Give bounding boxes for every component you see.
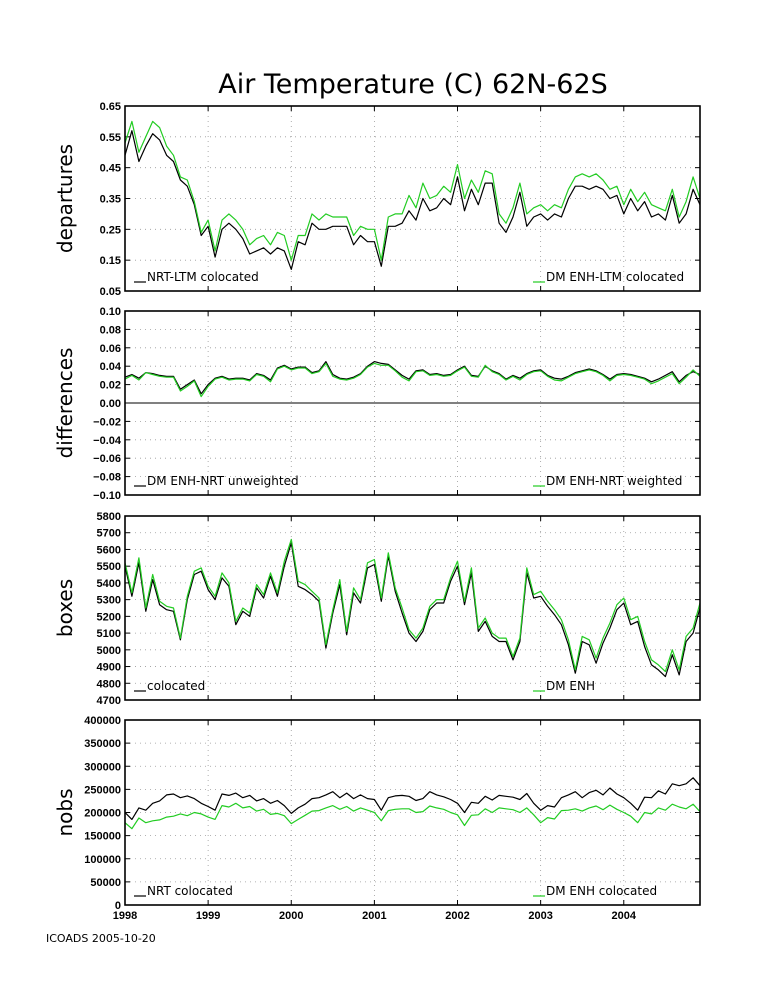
- legend-label: DM ENH-LTM colocated: [546, 270, 684, 284]
- x-tick-label: 2002: [445, 910, 469, 922]
- y-tick-label: 5600: [97, 544, 121, 556]
- panel-frame: [124, 310, 701, 496]
- panel-nobs: 400000 350000 300000 250000 200000 150000 1000…: [53, 715, 701, 922]
- y-tick-label: 400000: [84, 715, 121, 727]
- y-tick-label: 350000: [84, 738, 121, 750]
- y-tick-label: 0.55: [100, 132, 121, 144]
- x-tick-label: 2004: [612, 910, 637, 922]
- y-tick-label: 0: [115, 900, 121, 912]
- y-tick-label: 4700: [97, 695, 121, 707]
- panels: 0.65 0.55 0.45 0.35 0.25 0.15 0.05 NRT-LTM colo…: [53, 101, 701, 922]
- series-line-a: [124, 542, 701, 678]
- series-line-b: [124, 802, 701, 830]
- legend-label: DM ENH colocated: [546, 884, 657, 898]
- footer-label: ICOADS 2005-10-20: [46, 932, 156, 945]
- y-tick-label: 0.65: [100, 101, 121, 113]
- y-axis-label: nobs: [53, 788, 77, 836]
- x-tick-label: 1998: [113, 910, 137, 922]
- series-line-a: [124, 130, 701, 270]
- y-tick-label: −0.02: [93, 416, 121, 428]
- y-tick-label: 5800: [97, 511, 121, 523]
- y-tick-label: 0.08: [100, 324, 121, 336]
- legend-label: DM ENH-NRT weighted: [546, 474, 682, 488]
- chart-title: Air Temperature (C) 62N-62S: [218, 69, 608, 100]
- y-tick-label: 5200: [97, 611, 121, 623]
- series-line-a: [124, 361, 701, 395]
- series-line-b: [124, 538, 701, 673]
- y-tick-label: 5300: [97, 595, 121, 607]
- x-tick-label: 2003: [528, 910, 552, 922]
- y-tick-label: 0.10: [100, 306, 121, 318]
- legend-label: NRT colocated: [147, 884, 233, 898]
- series-line-b: [124, 120, 701, 261]
- legend-label: colocated: [147, 679, 205, 693]
- y-tick-label: 50000: [90, 877, 121, 889]
- x-tick-label: 1999: [196, 910, 220, 922]
- panel-departures: 0.65 0.55 0.45 0.35 0.25 0.15 0.05 NRT-LTM colo…: [53, 101, 701, 298]
- y-tick-label: 5700: [97, 528, 121, 540]
- y-tick-label: 200000: [84, 808, 121, 820]
- y-tick-label: 0.25: [100, 224, 121, 236]
- panel-frame: [124, 719, 701, 906]
- panel-frame: [124, 105, 701, 292]
- x-tick-label: 2001: [362, 910, 386, 922]
- y-tick-label: 5400: [97, 578, 121, 590]
- y-tick-label: 4800: [97, 678, 121, 690]
- y-tick-label: 0.15: [100, 255, 121, 267]
- y-tick-label: 0.00: [100, 398, 121, 410]
- y-tick-label: 250000: [84, 784, 121, 796]
- legend-label: DM ENH: [546, 679, 595, 693]
- y-tick-label: 0.06: [100, 343, 121, 355]
- y-axis-label: differences: [53, 348, 77, 459]
- series-line-b: [124, 362, 701, 398]
- x-tick-label: 2000: [279, 910, 303, 922]
- y-tick-label: −0.04: [93, 435, 122, 447]
- y-tick-label: 0.02: [100, 380, 121, 392]
- panel-boxes: 5800 5700 5600 5500 5400 5300 5200 5100 5000 4900…: [53, 511, 701, 707]
- panel-frame: [124, 515, 701, 701]
- legend-label: NRT-LTM colocated: [147, 270, 259, 284]
- y-tick-label: 5500: [97, 561, 121, 573]
- y-tick-label: 300000: [84, 761, 121, 773]
- y-tick-label: −0.06: [93, 453, 121, 465]
- y-tick-label: 0.04: [100, 361, 122, 373]
- series-line-a: [124, 777, 701, 821]
- y-tick-label: 100000: [84, 854, 121, 866]
- y-tick-label: 5000: [97, 645, 121, 657]
- y-axis-label: boxes: [53, 579, 77, 637]
- y-tick-label: 0.45: [100, 163, 121, 175]
- y-tick-label: 5100: [97, 628, 121, 640]
- y-axis-label: departures: [53, 144, 77, 253]
- y-tick-label: −0.08: [93, 472, 121, 484]
- y-tick-label: 150000: [84, 831, 121, 843]
- y-tick-label: 0.05: [100, 286, 121, 298]
- y-tick-label: 4900: [97, 662, 121, 674]
- y-tick-label: 0.35: [100, 194, 121, 206]
- legend-label: DM ENH-NRT unweighted: [147, 474, 299, 488]
- panel-differences: 0.10 0.08 0.06 0.04 0.02 0.00 −0.02 −0.04 −0.06 −…: [53, 306, 701, 502]
- y-tick-label: −0.10: [93, 490, 121, 502]
